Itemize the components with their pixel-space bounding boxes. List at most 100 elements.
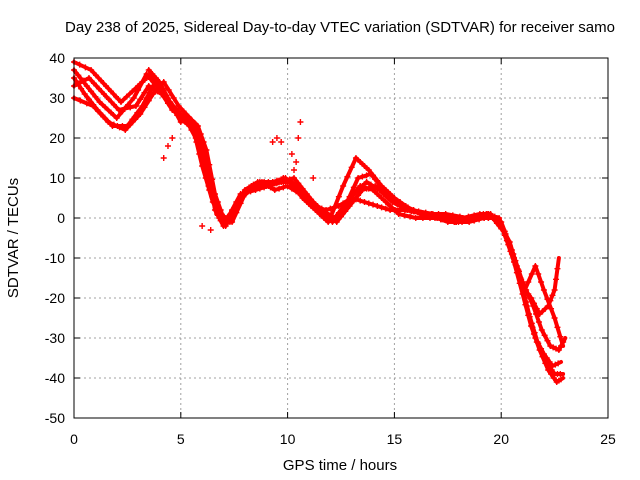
data-point — [160, 155, 167, 161]
data-point — [544, 296, 551, 303]
data-point — [78, 85, 85, 92]
data-point — [483, 211, 490, 217]
data-point — [108, 88, 115, 95]
data-point — [528, 323, 535, 329]
data-point — [165, 87, 172, 93]
data-point — [539, 353, 546, 360]
data-point — [175, 103, 182, 109]
data-point — [209, 176, 216, 183]
data-point — [80, 77, 87, 84]
data-point — [85, 75, 92, 81]
data-point — [533, 305, 540, 312]
data-point — [297, 119, 304, 125]
y-tick-label: 0 — [57, 210, 65, 226]
data-point — [554, 265, 561, 272]
data-point — [105, 119, 112, 125]
data-point — [96, 99, 103, 105]
data-point — [295, 180, 302, 187]
data-point — [115, 107, 122, 113]
data-point — [367, 184, 374, 191]
data-point — [470, 213, 477, 220]
data-point — [81, 91, 88, 97]
data-point — [340, 183, 347, 189]
data-point — [82, 64, 89, 71]
data-point — [288, 151, 295, 157]
data-point — [75, 72, 82, 79]
data-point — [487, 212, 494, 219]
grid — [74, 58, 608, 418]
data-point — [153, 87, 160, 93]
data-point — [129, 88, 136, 95]
data-point — [506, 241, 513, 248]
data-point — [135, 87, 142, 93]
data-point — [525, 312, 532, 319]
data-point — [132, 116, 139, 123]
data-point — [110, 121, 117, 128]
x-tick-label: 10 — [280, 431, 296, 447]
data-point — [414, 209, 421, 216]
data-point — [199, 223, 206, 229]
data-point — [344, 197, 351, 204]
y-tick-label: 10 — [49, 170, 65, 186]
data-point — [320, 211, 327, 217]
data-point — [528, 295, 535, 301]
data-point — [533, 339, 540, 345]
data-point — [365, 200, 372, 207]
data-point — [258, 179, 265, 185]
data-point — [200, 139, 207, 145]
data-point — [382, 205, 389, 212]
data-point — [378, 204, 385, 211]
data-point — [535, 319, 542, 325]
series-track-6 — [145, 67, 566, 348]
data-point — [542, 360, 549, 367]
data-point — [214, 199, 221, 205]
data-point — [167, 99, 174, 105]
data-point — [100, 91, 107, 97]
x-tick-labels: 0 5 10 15 20 25 — [70, 431, 616, 447]
data-point — [476, 212, 483, 219]
data-point — [88, 88, 95, 95]
data-point — [75, 80, 82, 87]
data-point — [145, 67, 152, 73]
data-point — [108, 109, 115, 116]
x-tick-label: 15 — [387, 431, 403, 447]
data-point — [273, 180, 280, 187]
data-point — [141, 89, 148, 96]
data-point — [206, 161, 213, 168]
data-point — [399, 201, 406, 208]
data-point — [536, 347, 543, 353]
data-point — [380, 187, 387, 193]
data-point — [355, 192, 362, 199]
data-point — [116, 124, 123, 131]
data-point — [197, 131, 204, 137]
data-point — [331, 204, 338, 211]
data-point — [170, 95, 177, 101]
x-axis-label: GPS time / hours — [283, 457, 397, 474]
series-line — [72, 80, 561, 316]
data-point — [163, 92, 170, 99]
data-point — [83, 100, 90, 107]
data-point — [352, 196, 359, 203]
y-tick-label: -20 — [45, 290, 65, 306]
y-tick-label: 40 — [49, 50, 65, 66]
data-point — [355, 175, 362, 181]
data-point — [147, 76, 154, 83]
data-point — [291, 175, 298, 181]
data-point — [376, 181, 383, 188]
data-point — [408, 208, 415, 215]
data-point — [550, 375, 557, 381]
data-point — [335, 203, 342, 209]
data-point — [538, 327, 545, 333]
data-point — [253, 183, 260, 189]
data-point — [229, 219, 236, 225]
axis-ticks — [73, 57, 609, 419]
data-point — [421, 211, 428, 217]
y-tick-label: -30 — [45, 330, 65, 346]
data-point — [389, 195, 396, 201]
data-point — [121, 105, 128, 112]
series-line — [72, 76, 566, 384]
data-point — [344, 173, 351, 180]
x-tick-label: 0 — [70, 431, 78, 447]
data-point — [241, 191, 248, 197]
data-point — [145, 83, 152, 89]
